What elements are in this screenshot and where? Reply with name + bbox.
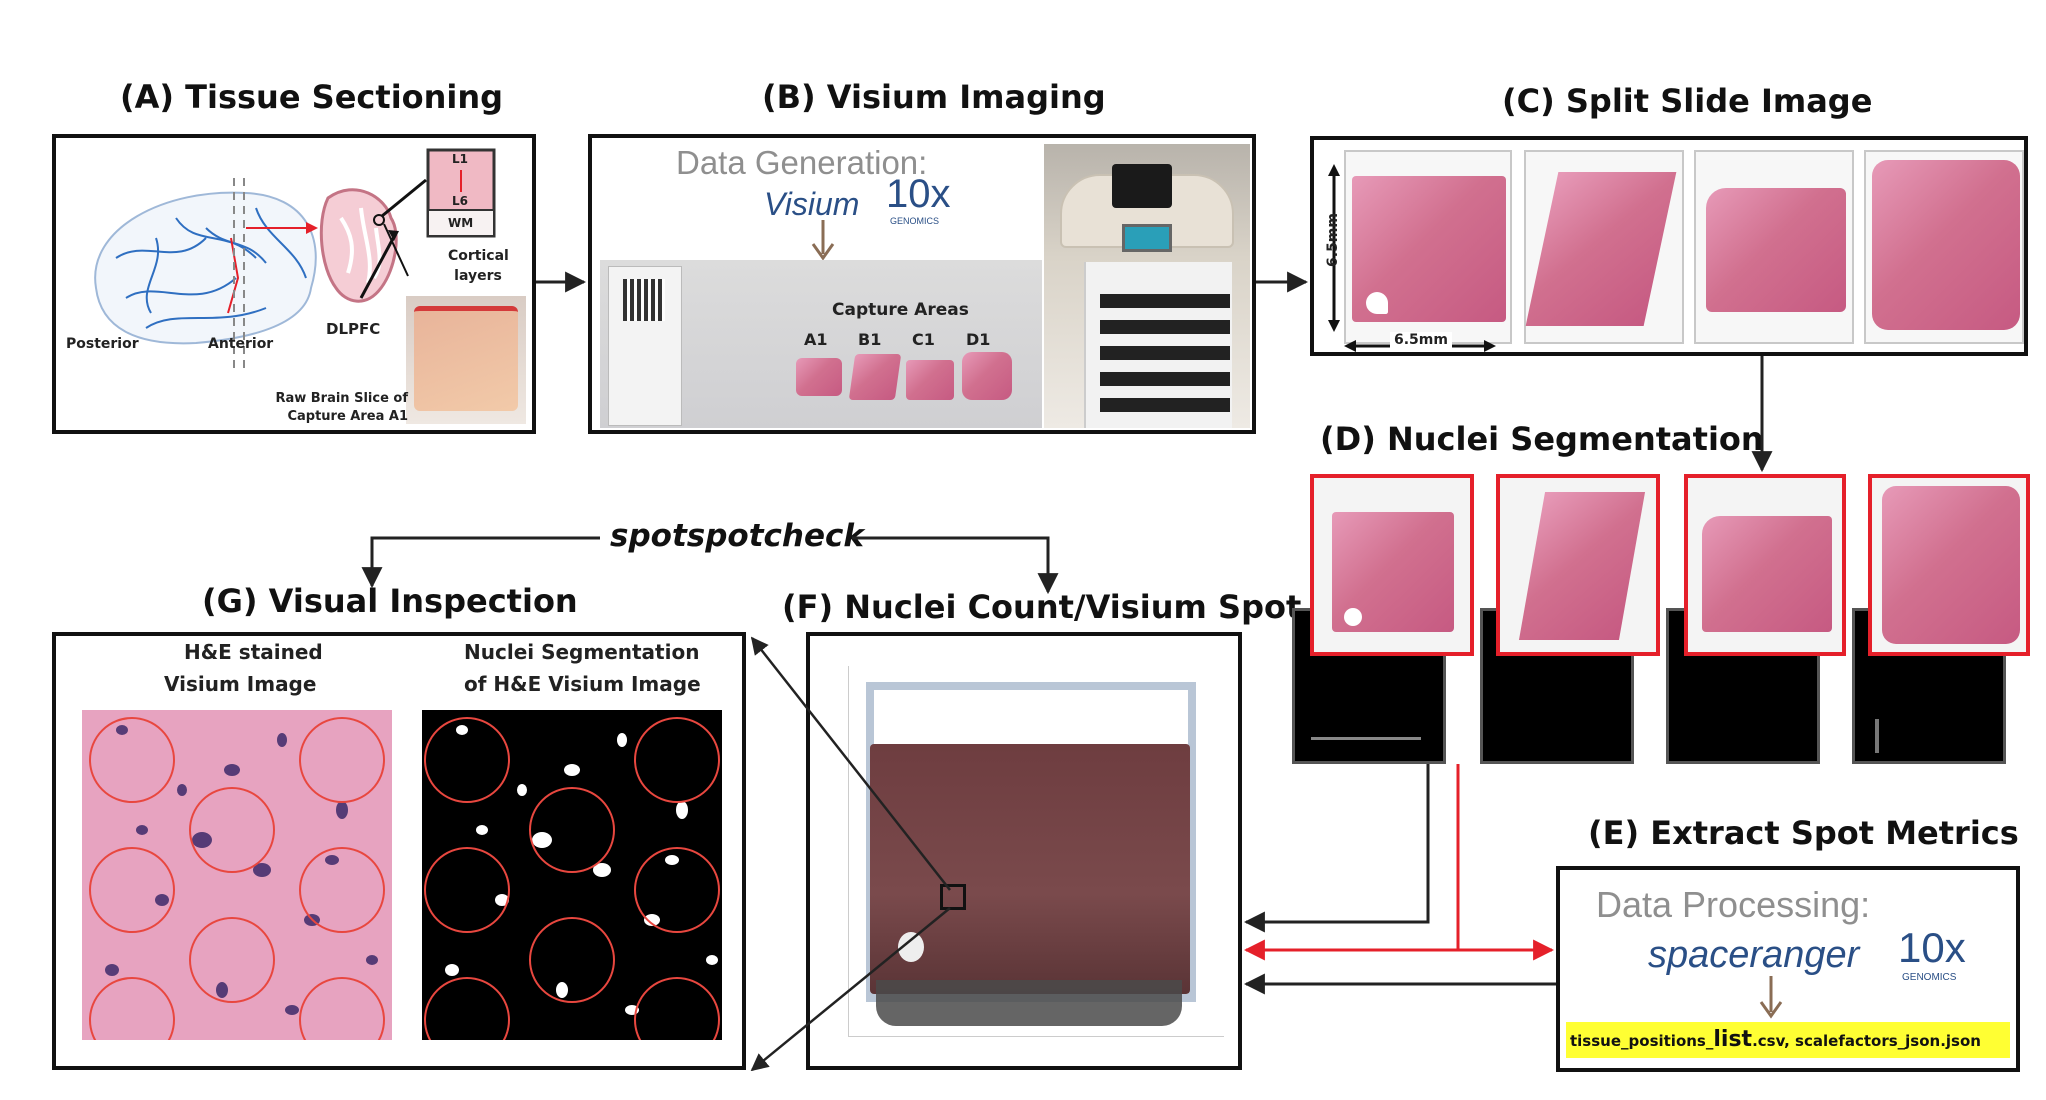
visium-slide-photo: Capture Areas A1 B1 C1 D1 (600, 260, 1042, 428)
layer-top-label: L1 (452, 152, 468, 166)
dimension-horizontal-label: 6.5mm (1390, 332, 1452, 348)
capture-area-d1-tissue (962, 352, 1012, 400)
output-files-list: list (1713, 1027, 1753, 1052)
split-slide-a1 (1344, 150, 1512, 344)
capture-area-a1-label: A1 (804, 330, 828, 349)
genomics-logo-text-e: GENOMICS (1902, 972, 1957, 983)
panel-a-title: (A) Tissue Sectioning (120, 78, 504, 116)
capture-areas-label: Capture Areas (832, 300, 969, 320)
arrow-d-to-f (1243, 764, 1430, 933)
panel-c-split-slide-image: 6.5mm 6.5mm (1310, 136, 2028, 356)
visium-logo-text: Visium (764, 186, 860, 222)
capture-area-b1-label: B1 (858, 330, 882, 349)
capture-area-d1-label: D1 (966, 330, 991, 349)
output-files-part1: tissue_positions_ (1570, 1032, 1714, 1050)
panel-g-visual-inspection: H&E stained Visium Image Nuclei Segmenta… (52, 632, 746, 1070)
qr-code-icon (623, 279, 665, 321)
spaceranger-logo-text: spaceranger (1648, 934, 1860, 976)
segmentation-tile-d1 (1868, 474, 2030, 656)
heatmap-bottom-edge (876, 980, 1182, 1026)
down-arrow-icon-e (1759, 976, 1783, 1019)
segmentation-tile-b1 (1496, 474, 1660, 656)
panel-g-title: (G) Visual Inspection (202, 582, 578, 620)
layer-mid-label: L6 (452, 194, 468, 208)
anterior-label: Anterior (208, 336, 274, 352)
raw-brain-slice-label: Raw Brain Slice of Capture Area A1 (275, 391, 408, 424)
spot-zoom-box (940, 884, 966, 910)
bracket-right (852, 536, 1059, 595)
dimension-vertical-label: 6.5mm (1324, 213, 1341, 267)
split-slide-d1 (1864, 150, 2024, 344)
output-files-highlight: tissue_positions_list.csv, scalefactors_… (1566, 1022, 2010, 1058)
segmentation-tile-d1-tissue (1882, 486, 2020, 644)
cortical-layers-label: Cortical layers (448, 248, 509, 284)
data-processing-label: Data Processing: (1596, 884, 1871, 925)
segmentation-tile-a1 (1310, 474, 1474, 656)
panel-e-extract-spot-metrics: Data Processing: spaceranger 10x GENOMIC… (1556, 866, 2020, 1072)
tenx-logo-text: 10x (886, 172, 951, 216)
brain-illustration (94, 148, 496, 368)
split-slide-d1-tissue (1872, 160, 2020, 330)
layer-bottom-label: WM (448, 216, 474, 230)
segmentation-tile-c1 (1684, 474, 1846, 656)
he-caption-line2: Visium Image (164, 672, 317, 696)
capture-area-b1-tissue (848, 354, 902, 400)
panel-b-title: (B) Visium Imaging (762, 78, 1106, 116)
panel-c-title: (C) Split Slide Image (1502, 82, 1873, 120)
bracket-left (361, 536, 600, 589)
down-arrow-icon (811, 220, 835, 261)
axis-line-y (848, 666, 849, 1036)
panel-d-title: (D) Nuclei Segmentation (1320, 420, 1764, 458)
capture-area-c1-tissue (906, 360, 954, 400)
segmentation-caption-line2: of H&E Visium Image (464, 672, 701, 696)
panel-e-title: (E) Extract Spot Metrics (1588, 814, 2019, 852)
axis-line-x (848, 1036, 1224, 1037)
panel-f-nuclei-count (806, 632, 1242, 1070)
data-generation-label: Data Generation: (676, 144, 928, 181)
tool-label: spotspotcheck (604, 518, 870, 554)
panel-f-title: (F) Nuclei Count/Visium Spot (782, 588, 1302, 626)
split-slide-b1 (1524, 150, 1684, 344)
nuclei-segmentation-image (422, 710, 722, 1040)
segmentation-caption-line1: Nuclei Segmentation (464, 640, 700, 664)
tenx-logo-text-e: 10x (1898, 924, 1966, 971)
dlpfc-label: DLPFC (326, 320, 381, 338)
he-stained-image (82, 710, 392, 1040)
he-caption-line1: H&E stained (184, 640, 323, 664)
dimension-arrows (1328, 164, 1496, 352)
output-files-part2: .csv, scalefactors_json.json (1752, 1032, 1981, 1050)
capture-area-c1-label: C1 (912, 330, 935, 349)
genomics-logo-text: GENOMICS (890, 216, 940, 226)
segmentation-tile-c1-tissue (1702, 516, 1832, 632)
split-slide-c1 (1694, 150, 1854, 344)
capture-area-a1-tissue (796, 358, 842, 396)
imaging-instrument-photo (1044, 144, 1250, 428)
raw-brain-slice-photo (406, 296, 526, 424)
heatmap-hole (898, 932, 924, 962)
split-slide-b1-tissue (1525, 172, 1677, 326)
split-slide-c1-tissue (1706, 188, 1846, 312)
panel-b-visium-imaging: Data Generation: Visium 10x GENOMICS Cap… (588, 134, 1256, 434)
slide-label-sticker (608, 266, 682, 426)
posterior-label: Posterior (66, 336, 139, 352)
split-slide-a1-hole (1366, 292, 1388, 314)
segmentation-tile-b1-tissue (1518, 492, 1646, 640)
panel-a-tissue-sectioning: L1 L6 WM Cortical layers Posterior Anter… (52, 134, 536, 434)
